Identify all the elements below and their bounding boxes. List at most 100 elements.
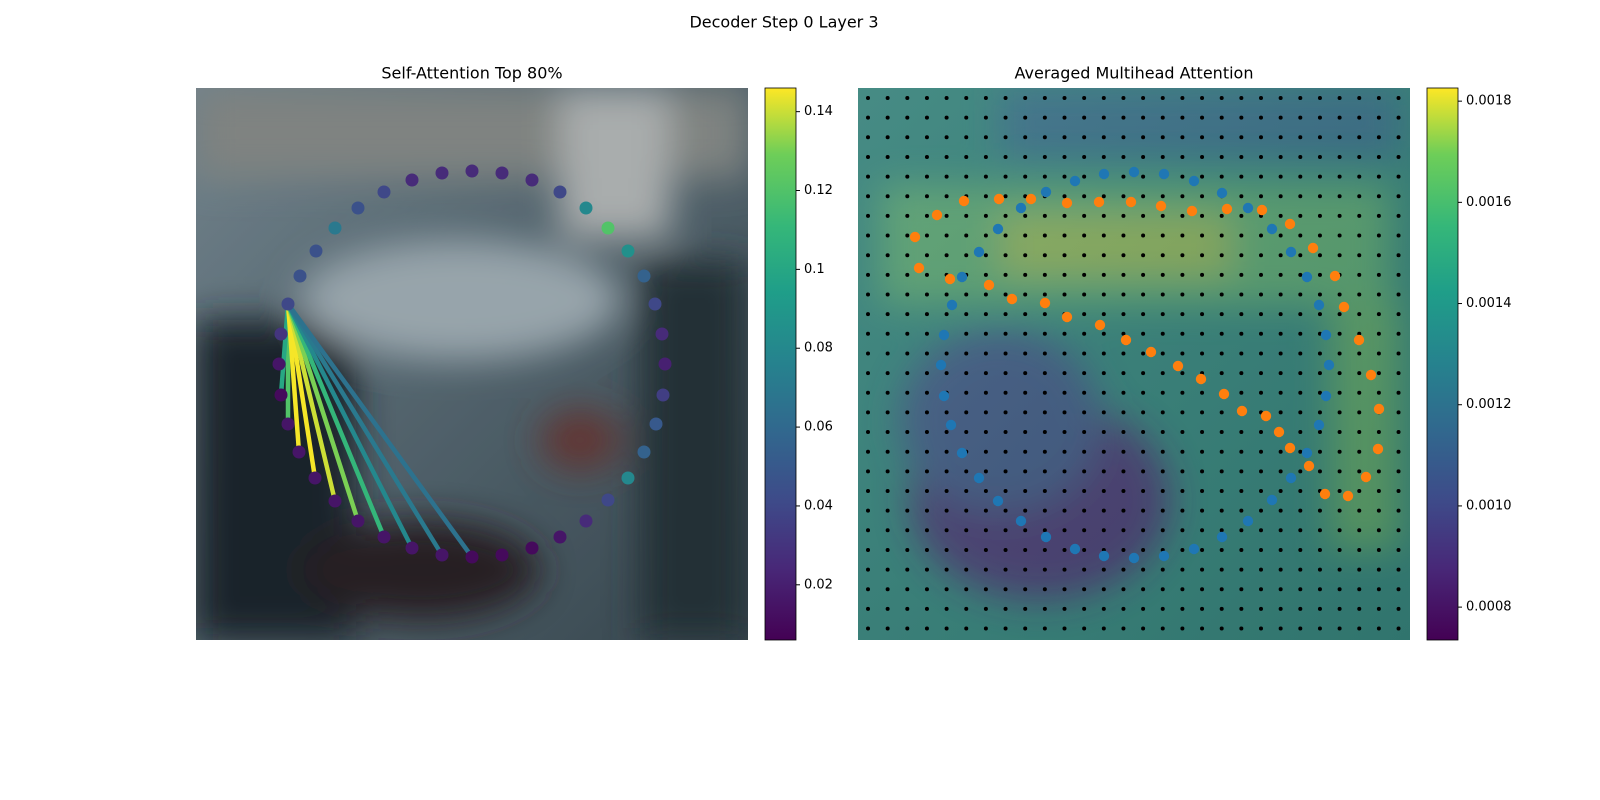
grid-dot: [1101, 253, 1106, 258]
grid-dot: [1298, 508, 1303, 513]
grid-dot: [1023, 508, 1028, 513]
point: [1323, 359, 1335, 371]
grid-dot: [1219, 567, 1224, 572]
grid-dot: [1121, 194, 1126, 199]
grid-dot: [1337, 469, 1342, 474]
grid-dot: [1121, 96, 1126, 100]
grid-dot: [866, 469, 870, 474]
grid-dot: [964, 469, 969, 474]
grid-dot: [1317, 96, 1322, 100]
point: [1365, 369, 1377, 381]
grid-dot: [924, 469, 929, 474]
grid-dot: [1042, 272, 1047, 277]
grid-dot: [1082, 606, 1087, 611]
grid-dot: [983, 115, 988, 120]
point: [405, 541, 419, 555]
grid-dot: [1062, 567, 1067, 572]
grid-dot: [1082, 96, 1087, 100]
point: [328, 494, 342, 508]
grid-dot: [866, 331, 870, 336]
grid-dot: [1160, 331, 1165, 336]
grid-dot: [1396, 233, 1401, 238]
point: [1195, 373, 1207, 385]
point: [1040, 186, 1052, 198]
grid-dot: [1239, 154, 1244, 159]
grid-dot: [1023, 371, 1028, 376]
grid-dot: [924, 154, 929, 159]
grid-dot: [1160, 528, 1165, 533]
grid-dot: [964, 292, 969, 297]
point: [1301, 447, 1313, 459]
grid-dot: [1180, 489, 1185, 493]
grid-dot: [1121, 272, 1126, 277]
grid-dot: [1141, 272, 1146, 277]
grid-dot: [1141, 312, 1146, 317]
grid-dot: [1259, 272, 1263, 277]
grid-dot: [1259, 449, 1263, 454]
colorbar: [1426, 87, 1459, 641]
grid-dot: [1317, 174, 1322, 179]
grid-dot: [1357, 547, 1362, 552]
grid-dot: [905, 233, 910, 238]
grid-dot: [1298, 430, 1303, 435]
grid-dot: [1259, 489, 1263, 493]
grid-dot: [1376, 253, 1381, 258]
grid-dot: [1200, 312, 1205, 317]
grid-dot: [1121, 626, 1126, 631]
grid-dot: [1121, 371, 1126, 376]
grid-dot: [1101, 194, 1106, 199]
grid-dot: [1160, 272, 1165, 277]
grid-dot: [1219, 154, 1224, 159]
grid-dot: [905, 312, 910, 317]
grid-dot: [1062, 606, 1067, 611]
grid-dot: [983, 469, 988, 474]
grid-dot: [1278, 626, 1283, 631]
grid-dot: [944, 96, 949, 100]
point: [553, 530, 567, 544]
point: [992, 223, 1004, 235]
grid-dot: [1160, 135, 1165, 140]
grid-dot: [1298, 174, 1303, 179]
grid-dot: [964, 174, 969, 179]
point: [1320, 390, 1332, 402]
point: [1093, 196, 1105, 208]
grid-dot: [905, 390, 910, 395]
grid-dot: [1278, 351, 1283, 356]
grid-dot: [1219, 606, 1224, 611]
grid-dot: [944, 489, 949, 493]
grid-dot: [1219, 587, 1224, 592]
grid-dot: [983, 292, 988, 297]
point: [1006, 293, 1018, 305]
grid-dot: [1062, 154, 1067, 159]
grid-dot: [944, 430, 949, 435]
grid-dot: [1239, 371, 1244, 376]
grid-dot: [1278, 606, 1283, 611]
point: [1158, 550, 1170, 562]
grid-dot: [905, 174, 910, 179]
grid-dot: [964, 587, 969, 592]
grid-dot: [885, 489, 890, 493]
grid-dot: [1396, 194, 1401, 199]
grid-dot: [1317, 253, 1322, 258]
grid-dot: [1121, 351, 1126, 356]
grid-dot: [1180, 469, 1185, 474]
grid-dot: [1259, 547, 1263, 552]
grid-dot: [1376, 292, 1381, 297]
grid-dot: [1219, 508, 1224, 513]
grid-dot: [1160, 508, 1165, 513]
grid-dot: [1239, 449, 1244, 454]
grid-dot: [1101, 272, 1106, 277]
grid-dot: [964, 213, 969, 218]
grid-dot: [1259, 430, 1263, 435]
grid-dot: [1200, 154, 1205, 159]
grid-dot: [1121, 253, 1126, 258]
grid-dot: [1278, 292, 1283, 297]
point: [1372, 443, 1384, 455]
grid-dot: [1239, 312, 1244, 317]
grid-dot: [1003, 547, 1008, 552]
grid-dot: [1141, 292, 1146, 297]
grid-dot: [964, 371, 969, 376]
grid-dot: [1337, 528, 1342, 533]
grid-dot: [1042, 312, 1047, 317]
grid-dot: [924, 135, 929, 140]
